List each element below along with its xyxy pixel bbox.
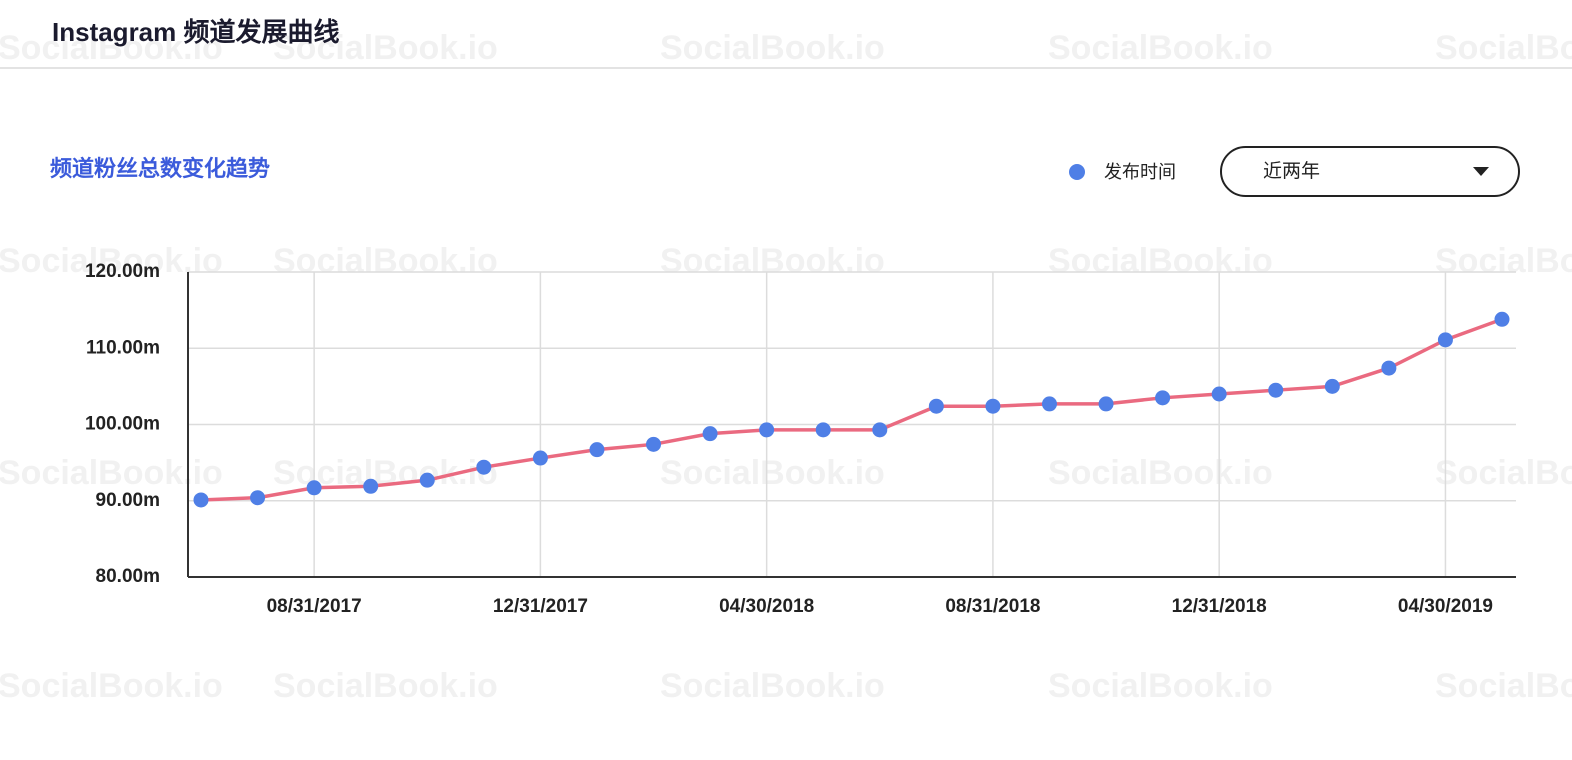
range-dropdown[interactable]: 近两年 bbox=[1220, 146, 1520, 197]
x-tick-label: 12/31/2017 bbox=[493, 596, 588, 617]
x-tick-label: 12/31/2018 bbox=[1172, 596, 1267, 617]
y-tick-label: 100.00m bbox=[85, 414, 160, 435]
data-point bbox=[1041, 396, 1057, 412]
watermark: SocialBook.io bbox=[660, 29, 885, 67]
y-tick-label: 120.00m bbox=[85, 261, 160, 282]
data-point bbox=[306, 480, 322, 496]
watermark: SocialBook.io bbox=[273, 242, 498, 280]
x-tick-label: 04/30/2019 bbox=[1398, 596, 1493, 617]
watermark: SocialBook.io bbox=[660, 454, 885, 492]
data-point bbox=[193, 492, 209, 508]
y-tick-label: 110.00m bbox=[86, 337, 160, 358]
watermark: SocialBook.io bbox=[660, 667, 885, 705]
watermark: SocialBook.io bbox=[0, 454, 223, 492]
watermark: SocialBook.io bbox=[1048, 454, 1273, 492]
watermark: SocialBook.io bbox=[1048, 667, 1273, 705]
data-point bbox=[759, 422, 775, 438]
data-point bbox=[1098, 396, 1114, 412]
data-point bbox=[815, 422, 831, 438]
data-point bbox=[928, 398, 944, 414]
data-point bbox=[702, 426, 718, 442]
legend-dot bbox=[1069, 164, 1085, 180]
y-tick-label: 90.00m bbox=[96, 490, 160, 511]
watermark: SocialBook.io bbox=[1435, 454, 1572, 492]
data-point bbox=[250, 490, 266, 506]
legend-label: 发布时间 bbox=[1104, 162, 1176, 182]
data-point bbox=[419, 472, 435, 488]
data-point bbox=[1494, 311, 1510, 327]
watermark: SocialBook.io bbox=[1435, 242, 1572, 280]
watermark: SocialBook.io bbox=[1048, 29, 1273, 67]
data-point bbox=[646, 436, 662, 452]
data-point bbox=[1437, 332, 1453, 348]
x-tick-label: 08/31/2018 bbox=[945, 596, 1040, 617]
watermark: SocialBook.io bbox=[1435, 667, 1572, 705]
series-line bbox=[200, 317, 1503, 502]
watermark: SocialBook.io bbox=[1048, 242, 1273, 280]
y-tick-label: 80.00m bbox=[96, 566, 160, 587]
watermark: SocialBook.io bbox=[273, 29, 498, 67]
data-point bbox=[1268, 382, 1284, 398]
watermark: SocialBook.io bbox=[660, 242, 885, 280]
watermarks: SocialBook.io SocialBook.io SocialBook.io S… bbox=[0, 29, 1572, 705]
data-point bbox=[532, 450, 548, 466]
watermark: SocialBook.io bbox=[0, 242, 223, 280]
x-tick-label: 04/30/2018 bbox=[719, 596, 814, 617]
data-point bbox=[985, 398, 1001, 414]
data-point bbox=[1381, 360, 1397, 376]
data-point bbox=[589, 442, 605, 458]
dropdown-box[interactable] bbox=[1220, 146, 1520, 197]
data-point bbox=[1211, 386, 1227, 402]
dropdown-arrow[interactable] bbox=[1473, 167, 1489, 176]
watermark: SocialBook.io bbox=[273, 667, 498, 705]
watermark: SocialBook.io bbox=[0, 667, 223, 705]
chart-title: 频道粉丝总数变化趋势 bbox=[50, 156, 270, 181]
watermark: SocialBook.io bbox=[0, 29, 223, 67]
data-point bbox=[872, 422, 888, 438]
x-tick-label: 08/31/2017 bbox=[267, 596, 362, 617]
data-point bbox=[1155, 390, 1171, 406]
dropdown-value[interactable]: 近两年 bbox=[1263, 160, 1320, 182]
data-point bbox=[1324, 378, 1340, 394]
watermark: SocialBook.io bbox=[1435, 29, 1572, 67]
data-point bbox=[363, 478, 379, 494]
page-title: Instagram 频道发展曲线 bbox=[52, 17, 340, 47]
data-point bbox=[476, 459, 492, 475]
plot: 80.00m 90.00m 100.00m 110.00m 120.00m 08/31/2… bbox=[85, 261, 1516, 617]
